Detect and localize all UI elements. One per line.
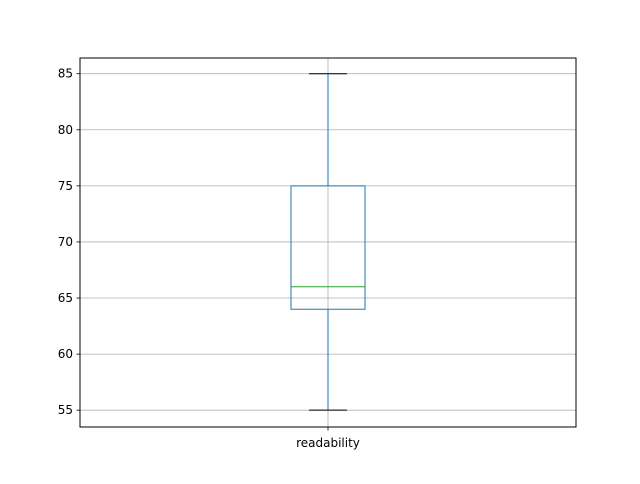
x-axis: readability	[296, 427, 360, 450]
y-tick-label: 60	[58, 347, 73, 361]
y-tick-label: 80	[58, 123, 73, 137]
y-tick-label: 85	[58, 67, 73, 81]
plot-frame	[79, 57, 577, 428]
y-tick-label: 55	[58, 403, 73, 417]
y-tick-label: 75	[58, 179, 73, 193]
y-tick-label: 70	[58, 235, 73, 249]
y-axis: 55 60 65 70 75 80 85	[58, 67, 80, 417]
x-tick-label: readability	[296, 436, 360, 450]
box-iqr	[290, 185, 366, 310]
y-tick-label: 65	[58, 291, 73, 305]
boxes	[290, 73, 366, 411]
